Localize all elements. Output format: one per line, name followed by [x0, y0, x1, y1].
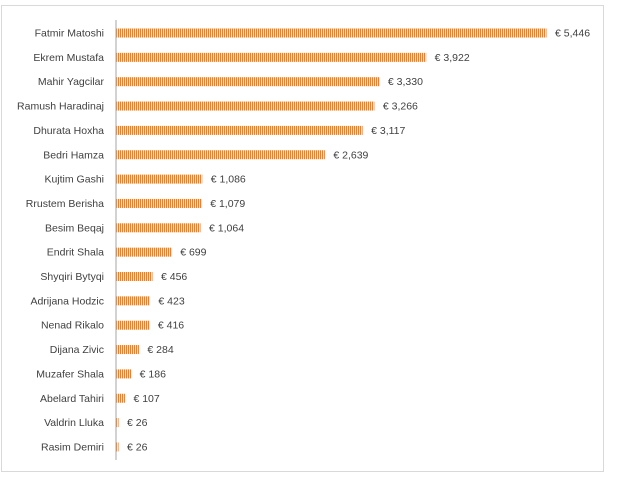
data-label: € 699: [180, 247, 206, 259]
bar: [116, 296, 150, 306]
category-label: Besim Beqaj: [45, 222, 104, 234]
data-label: € 3,117: [371, 125, 405, 137]
bars-group: [116, 28, 547, 452]
data-label: € 423: [158, 295, 184, 307]
data-label: € 284: [147, 344, 173, 356]
data-label: € 1,064: [209, 222, 244, 234]
data-label: € 5,446: [555, 28, 590, 40]
category-label: Dhurata Hoxha: [33, 125, 104, 137]
category-label: Rrustem Berisha: [26, 198, 104, 210]
category-label: Abelard Tahiri: [40, 393, 104, 405]
data-label: € 416: [158, 320, 184, 332]
category-label: Kujtim Gashi: [44, 174, 104, 186]
category-label: Ekrem Mustafa: [33, 52, 104, 64]
category-label: Fatmir Matoshi: [35, 28, 104, 40]
bar: [116, 174, 203, 184]
bar: [116, 247, 172, 257]
data-label: € 1,079: [210, 198, 245, 210]
data-label: € 1,086: [211, 174, 246, 186]
bar: [116, 198, 202, 208]
bar: [116, 320, 150, 330]
data-label: € 3,922: [435, 52, 470, 64]
data-label: € 2,639: [333, 149, 368, 161]
value-labels-group: € 5,446 € 3,922 € 3,330 € 3,266 € 3,117€ 2,6…: [127, 28, 590, 454]
bar: [116, 442, 119, 452]
category-label: Mahir Yagcilar: [38, 76, 105, 88]
bar: [116, 150, 325, 160]
bar: [116, 28, 547, 38]
data-label: € 186: [140, 368, 166, 380]
bar: [116, 101, 375, 111]
data-label: € 456: [161, 271, 187, 283]
data-label: € 3,330: [388, 76, 423, 88]
data-label: € 26: [127, 441, 148, 453]
category-label: Ramush Haradinaj: [17, 101, 104, 113]
bar: [116, 77, 380, 87]
category-label: Muzafer Shala: [36, 368, 104, 380]
category-label: Dijana Zivic: [50, 344, 104, 356]
bar: [116, 418, 119, 428]
data-label: € 3,266: [383, 101, 418, 113]
bar: [116, 272, 153, 281]
category-label: Adrijana Hodzic: [30, 295, 104, 307]
category-label: Bedri Hamza: [43, 149, 104, 161]
category-labels-group: Fatmir Matoshi Ekrem Mustafa Mahir Yagcila…: [17, 28, 104, 454]
bar: [116, 369, 132, 379]
category-label: Valdrin Lluka: [44, 417, 104, 429]
category-label: Endrit Shala: [47, 247, 104, 259]
category-label: Rasim Demiri: [41, 441, 104, 453]
bar: [116, 393, 125, 403]
bar: [116, 52, 427, 62]
bar: [116, 223, 201, 233]
category-label: Nenad Rikalo: [41, 320, 104, 332]
category-label: Shyqiri Bytyqi: [40, 271, 104, 283]
data-label: € 26: [127, 417, 148, 429]
bar: [116, 125, 363, 135]
data-label: € 107: [133, 393, 159, 405]
bar: [116, 345, 139, 355]
